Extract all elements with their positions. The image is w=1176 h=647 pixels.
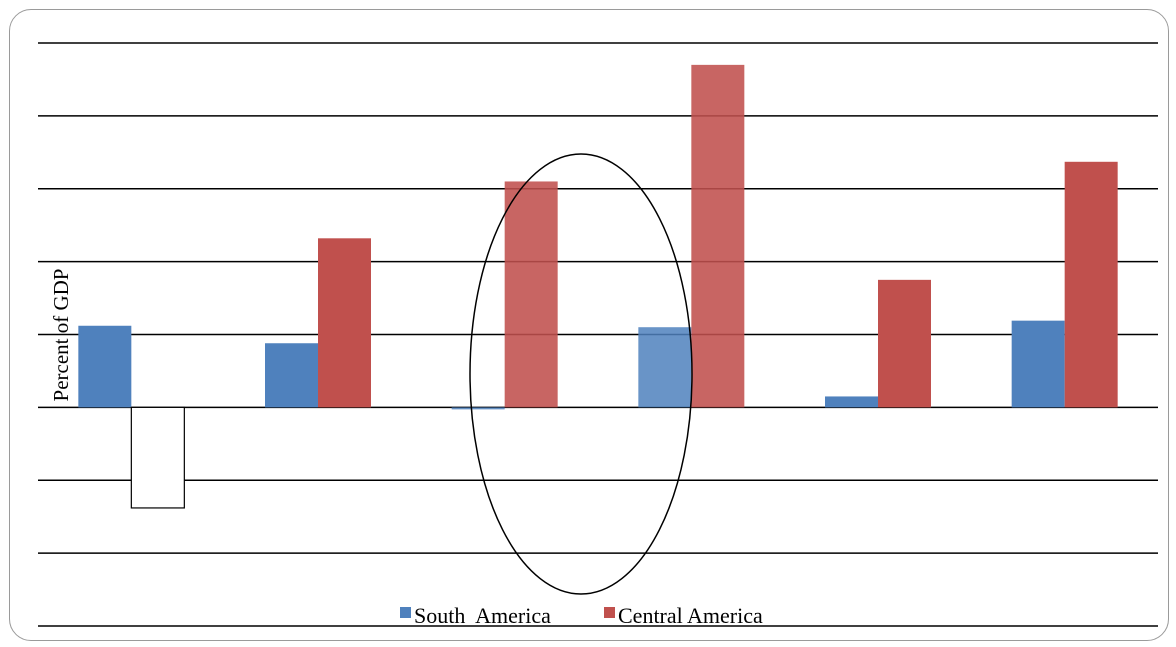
bar-central-america-4 xyxy=(878,279,931,408)
chart-frame xyxy=(9,9,1169,641)
bar-central-america-3 xyxy=(691,64,745,408)
legend-swatch-south-america xyxy=(400,607,411,618)
bar-south-america-1 xyxy=(265,343,318,408)
bars xyxy=(78,64,1118,509)
y-axis-label: Percent of GDP xyxy=(49,269,73,402)
bar-south-america-3 xyxy=(638,327,692,408)
legend-label-south-america: South America xyxy=(414,603,551,628)
highlight-ellipse xyxy=(469,153,693,595)
bar-central-america-2 xyxy=(504,181,558,408)
bar-central-america-0 xyxy=(130,406,185,509)
bar-south-america-5 xyxy=(1011,320,1065,408)
bar-south-america-0 xyxy=(78,325,132,408)
legend: South America Central America xyxy=(400,603,763,628)
bar-south-america-2 xyxy=(451,407,505,410)
legend-label-central-america: Central America xyxy=(618,603,763,628)
annotations xyxy=(469,153,693,595)
gridlines xyxy=(38,42,1158,627)
bar-central-america-1 xyxy=(318,238,371,408)
bar-south-america-4 xyxy=(825,396,878,408)
legend-swatch-central-america xyxy=(604,607,615,618)
bar-central-america-5 xyxy=(1064,161,1118,408)
